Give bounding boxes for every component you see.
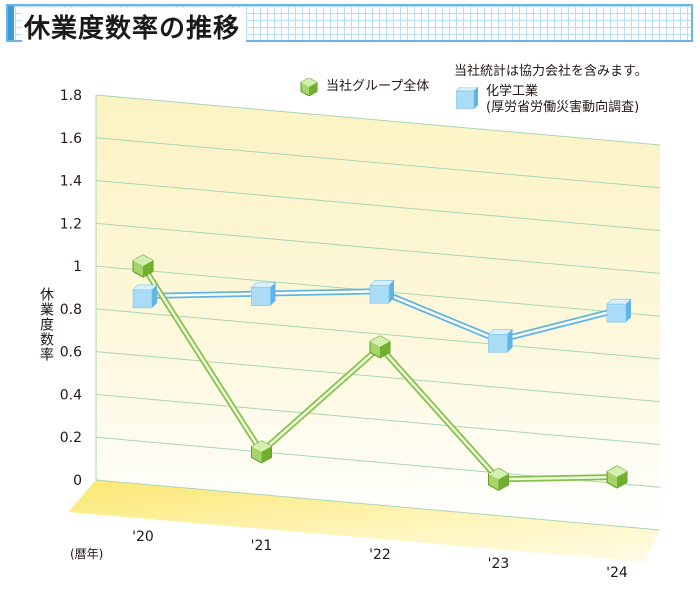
x-tick-label: '23 bbox=[488, 556, 510, 572]
data-point-chem bbox=[369, 279, 395, 304]
data-point-chem bbox=[132, 284, 158, 309]
x-tick-label: '22 bbox=[369, 547, 391, 563]
source-note: 当社統計は協力会社を含みます。 bbox=[454, 64, 648, 79]
plot-floor bbox=[68, 480, 660, 562]
y-tick-label: 0.6 bbox=[60, 345, 82, 361]
plot-plane bbox=[96, 95, 660, 530]
y-tick-label: 0 bbox=[73, 473, 82, 489]
y-tick-label: 1 bbox=[73, 259, 82, 275]
gridline bbox=[95, 222, 661, 274]
title-bar: 休業度数率の推移 bbox=[6, 4, 693, 45]
gridline bbox=[95, 308, 661, 360]
x-tick-label: '20 bbox=[132, 529, 154, 545]
chart-title: 休業度数率の推移 bbox=[22, 8, 247, 45]
legend-label-group: 当社グループ全体 bbox=[326, 79, 430, 94]
data-point-group bbox=[606, 465, 628, 489]
gridline bbox=[95, 479, 661, 531]
y-tick-label: 0.8 bbox=[60, 302, 82, 318]
gridline bbox=[95, 94, 661, 146]
data-point-chem bbox=[606, 298, 632, 323]
y-tick-label: 0.4 bbox=[60, 387, 82, 403]
data-point-group bbox=[132, 254, 154, 278]
y-tick-label: 1.2 bbox=[60, 216, 82, 232]
data-point-chem bbox=[487, 328, 514, 353]
data-point-chem bbox=[250, 282, 277, 306]
blue-cube-icon bbox=[456, 87, 478, 109]
gridline bbox=[95, 393, 661, 445]
data-point-group bbox=[488, 467, 509, 491]
x-tick-label: '24 bbox=[606, 565, 628, 581]
gridline bbox=[95, 137, 661, 189]
legend-label-chem-2: (厚労省労働災害動向調査) bbox=[486, 100, 640, 115]
y-axis-label: 休業度数率 bbox=[38, 287, 54, 362]
legend-label-chem-1: 化学工業 bbox=[486, 84, 539, 99]
x-tick-label: '21 bbox=[251, 538, 273, 554]
gridline bbox=[95, 351, 661, 403]
green-hexagon-icon bbox=[300, 78, 318, 96]
y-tick-label: 1.8 bbox=[60, 88, 82, 104]
y-tick-label: 1.6 bbox=[60, 131, 82, 147]
y-tick-label: 1.4 bbox=[60, 174, 82, 190]
gridline bbox=[95, 180, 661, 232]
x-axis-unit: (暦年) bbox=[70, 547, 104, 561]
title-accent bbox=[8, 6, 14, 40]
data-point-group bbox=[369, 335, 391, 359]
data-point-group bbox=[251, 440, 272, 464]
y-tick-label: 0.2 bbox=[60, 430, 82, 446]
